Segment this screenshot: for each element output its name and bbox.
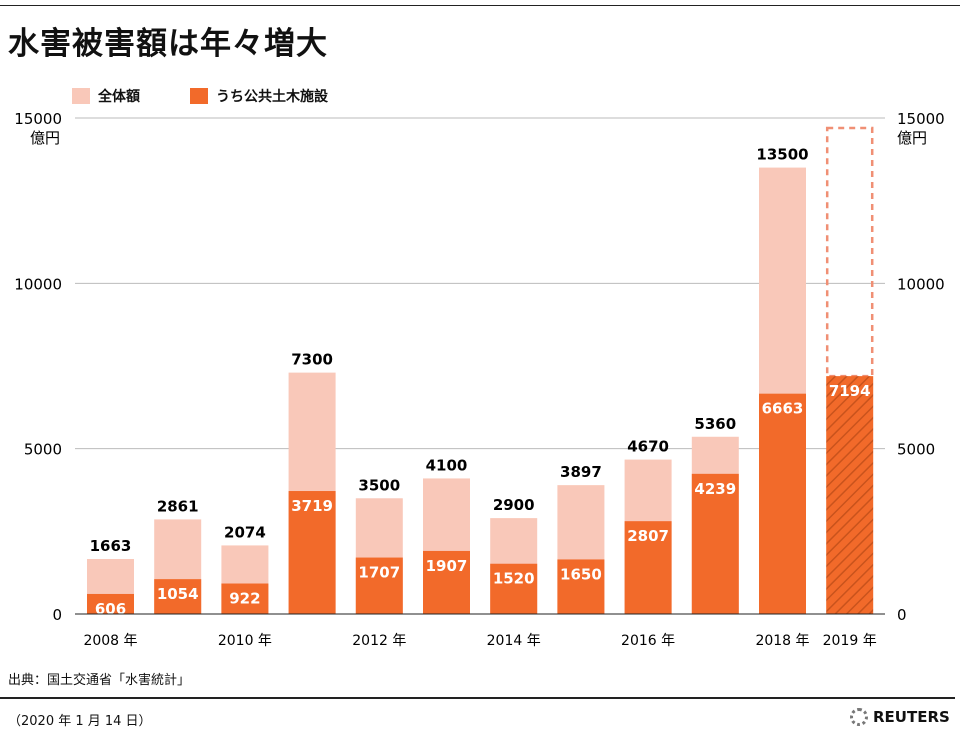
- x-tick-label: 2014 年: [487, 633, 541, 649]
- y-tick-label-left: 0: [52, 606, 62, 624]
- data-label-total: 3897: [560, 463, 602, 481]
- y-tick-label-left: 15000: [14, 110, 62, 128]
- y-tick-label-right: 5000: [897, 441, 935, 459]
- x-tick-label: 2019 年: [823, 633, 877, 649]
- y-tick-label-left: 5000: [24, 441, 62, 459]
- data-label-total: 2861: [157, 497, 199, 515]
- x-tick-label: 2018 年: [755, 633, 809, 649]
- bar-public: [759, 393, 806, 614]
- data-label-total: 3500: [358, 476, 400, 494]
- data-label-public: 1907: [426, 557, 468, 575]
- top-rule: [0, 5, 960, 6]
- bar-public: [221, 583, 269, 614]
- data-label-public: 3719: [291, 497, 333, 515]
- data-label-total: 4670: [627, 438, 669, 456]
- bar-public: [691, 473, 739, 614]
- legend-label: うち公共土木施設: [216, 89, 328, 105]
- y-unit-left: 億円: [30, 129, 60, 147]
- legend-item-public: うち公共土木施設: [190, 86, 328, 106]
- y-tick-label-right: 15000: [897, 110, 945, 128]
- data-label-total: 1663: [90, 537, 132, 555]
- x-tick-label: 2016 年: [621, 633, 675, 649]
- data-label-total: 2074: [224, 523, 266, 541]
- legend-item-total: 全体額: [72, 86, 140, 106]
- data-label-total: 5360: [694, 415, 736, 433]
- x-tick-label: 2008 年: [83, 633, 137, 649]
- bar-public: [87, 593, 134, 614]
- data-label-total: 7300: [291, 351, 333, 369]
- bar-public: [624, 521, 672, 614]
- bar-public: [423, 550, 470, 614]
- data-label-public: 1054: [157, 585, 199, 603]
- data-label-public: 606: [95, 600, 126, 618]
- source-note: 出典：国土交通省「水害統計」: [8, 673, 191, 688]
- y-unit-right: 億円: [897, 129, 927, 147]
- date: （2020 年 1 月 14 日）: [8, 714, 152, 729]
- data-label-public: 1520: [493, 570, 535, 588]
- bar-public: [154, 579, 202, 614]
- legend-swatch: [72, 88, 90, 104]
- y-tick-label-left: 10000: [14, 275, 62, 293]
- bar-public: [355, 557, 403, 614]
- data-label-public: 922: [229, 590, 260, 608]
- data-label-public: 7194: [829, 382, 871, 400]
- legend-label: 全体額: [98, 89, 140, 105]
- bar-public: [490, 563, 538, 614]
- bar-public: [826, 376, 874, 614]
- data-label-public: 6663: [762, 400, 804, 418]
- chart-title: 水害被害額は年々増大: [8, 26, 328, 62]
- bar-public: [557, 559, 605, 614]
- y-tick-label-right: 0: [897, 606, 907, 624]
- data-label-total: 2900: [493, 496, 535, 514]
- data-label-total: 4100: [426, 456, 468, 474]
- legend-swatch: [190, 88, 208, 104]
- reuters-logo: REUTERS: [850, 708, 950, 726]
- reuters-logo-icon: [850, 708, 868, 726]
- bar-public: [288, 491, 336, 614]
- data-label-public: 1650: [560, 565, 602, 583]
- bottom-rule: [0, 697, 955, 699]
- bar-2019-dashed-outline: [825, 126, 874, 378]
- data-label-public: 2807: [627, 527, 669, 545]
- data-label-total: 13500: [756, 146, 808, 164]
- x-tick-label: 2012 年: [352, 633, 406, 649]
- data-label-public: 1707: [358, 564, 400, 582]
- data-label-public: 4239: [694, 480, 736, 498]
- x-tick-label: 2010 年: [218, 633, 272, 649]
- y-tick-label-right: 10000: [897, 275, 945, 293]
- logo-text: REUTERS: [873, 708, 950, 726]
